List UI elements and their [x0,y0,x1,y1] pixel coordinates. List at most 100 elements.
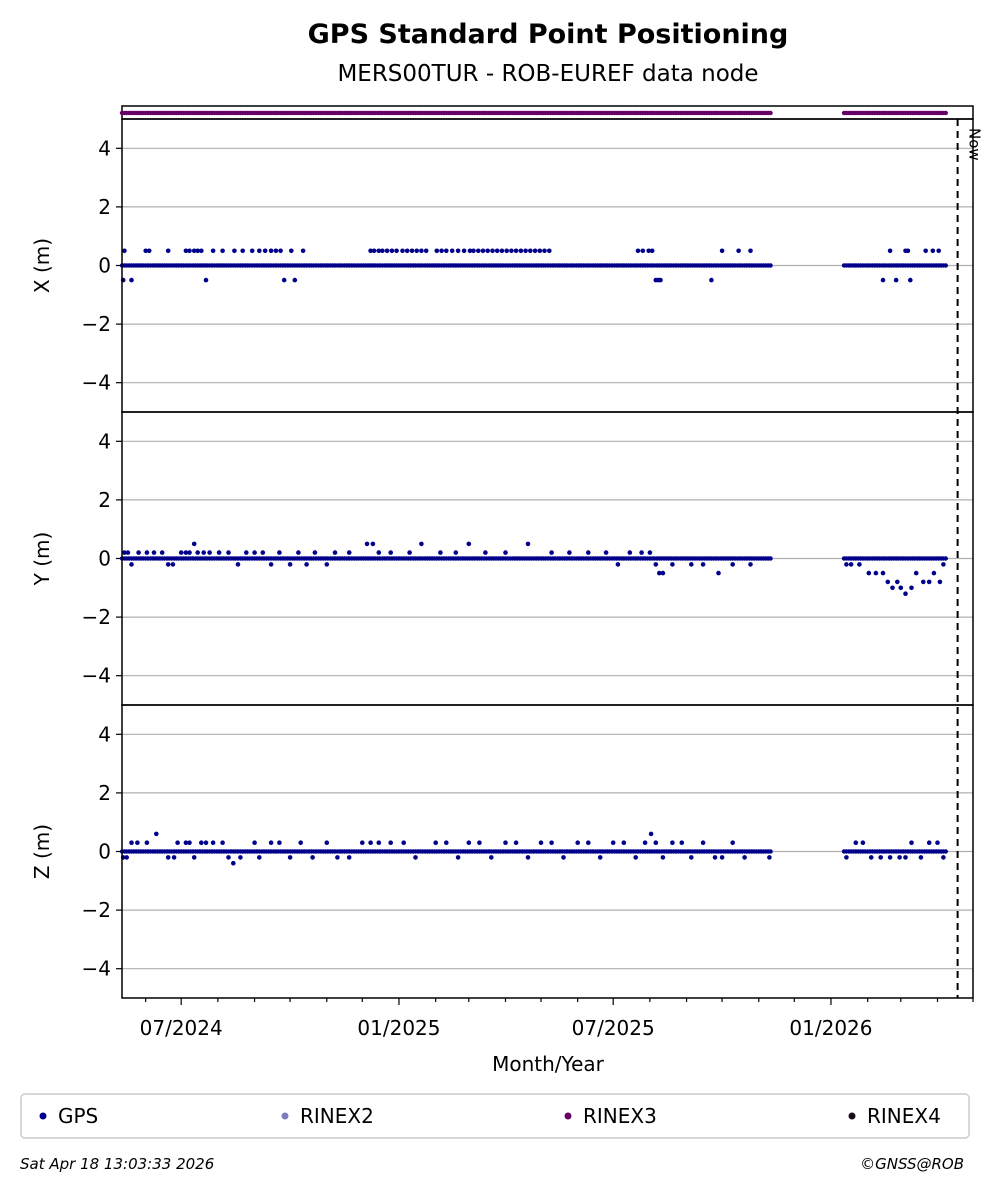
chart-subtitle: MERS00TUR - ROB-EUREF data node [337,61,758,87]
gps-point [400,248,405,254]
gps-point [936,248,941,254]
gps-point [689,562,694,567]
gps-point [853,840,859,845]
gps-point [549,550,554,555]
gps-point [453,550,459,555]
gps-point [346,550,352,555]
gps-point [438,550,443,555]
gps-point [364,541,370,547]
gps-point [289,248,294,254]
gps-point [252,550,257,555]
gps-point [903,855,908,860]
gps-point [455,855,461,860]
gps-point [586,840,591,845]
gps-point [471,248,476,254]
gps-point [287,855,293,860]
gps-point [615,562,621,567]
gps-point [679,840,685,845]
gps-point [700,840,706,845]
gps-point [538,840,544,845]
gps-point [178,550,184,555]
gps-point [476,248,481,254]
gps-point [523,248,528,254]
rinex3-coverage-dot [943,110,948,116]
gps-point [394,248,399,254]
gps-point [165,855,171,860]
gps-point [504,248,510,254]
gps-point [467,248,473,254]
gps-point [880,277,886,283]
gps-point [499,248,505,254]
gps-point [918,855,924,860]
gps-point [423,248,429,254]
gps-point [466,541,472,547]
gps-point [935,840,940,845]
gps-point [860,840,866,845]
gps-point [324,562,330,567]
gps-point [561,855,566,860]
gps-point [449,248,455,254]
gps-point [151,550,157,555]
gps-point [844,562,849,567]
gps-point [466,840,472,845]
gps-point [742,855,747,860]
panel-y: −4 −2 0 2 4 Y (m) [30,411,974,706]
gps-point [159,550,165,555]
y-tick-label: 2 [98,781,111,805]
gps-point [647,550,653,555]
gps-point [268,840,274,845]
gps-point [210,840,216,845]
gps-point [768,556,773,561]
gps-point [413,855,418,860]
gps-point [129,562,134,567]
gps-point [893,277,899,283]
gps-point [480,248,486,254]
gps-point [639,550,644,555]
gps-point [203,840,209,845]
panel-z: −4 −2 0 2 4 Z (m) [30,704,974,999]
legend-marker-rinex4 [848,1112,856,1120]
y-tick-label: −4 [82,371,111,395]
gps-point [648,831,654,837]
gps-point [335,855,340,860]
gps-point [262,248,268,254]
gps-point [235,562,241,567]
gps-point [575,840,580,845]
gps-point [490,248,495,254]
gps-point [129,840,134,845]
gps-point [730,840,735,845]
legend-label-gps: GPS [58,1104,98,1128]
gps-point [389,248,395,254]
gps-point [388,840,394,845]
gps-point [419,248,424,254]
gps-point [419,541,424,547]
x-tick-label: 01/2025 [357,1016,440,1040]
gps-point [736,248,741,254]
gps-point [252,840,257,845]
y-tick-label: 4 [98,722,111,746]
gps-point [873,570,879,576]
gps-point [129,277,134,283]
gps-point [890,585,895,591]
footer-copyright: ©GNSS@ROB [860,1155,964,1173]
x-tick-label: 01/2026 [789,1016,872,1040]
gps-point [376,840,382,845]
y-tick-label: −4 [82,957,111,981]
gps-point [191,855,197,860]
gps-point [878,855,883,860]
gps-point [220,840,225,845]
gps-point [122,550,127,555]
gps-point [503,550,508,555]
gps-point [300,248,306,254]
gps-point [518,248,524,254]
gps-point [191,248,197,254]
gps-point [226,550,231,555]
gps-point [187,550,192,555]
gps-point [937,579,943,585]
gps-point [528,248,533,254]
gps-point [642,840,648,845]
gps-point [444,248,449,254]
gps-point [930,248,936,254]
gps-point [143,248,148,254]
